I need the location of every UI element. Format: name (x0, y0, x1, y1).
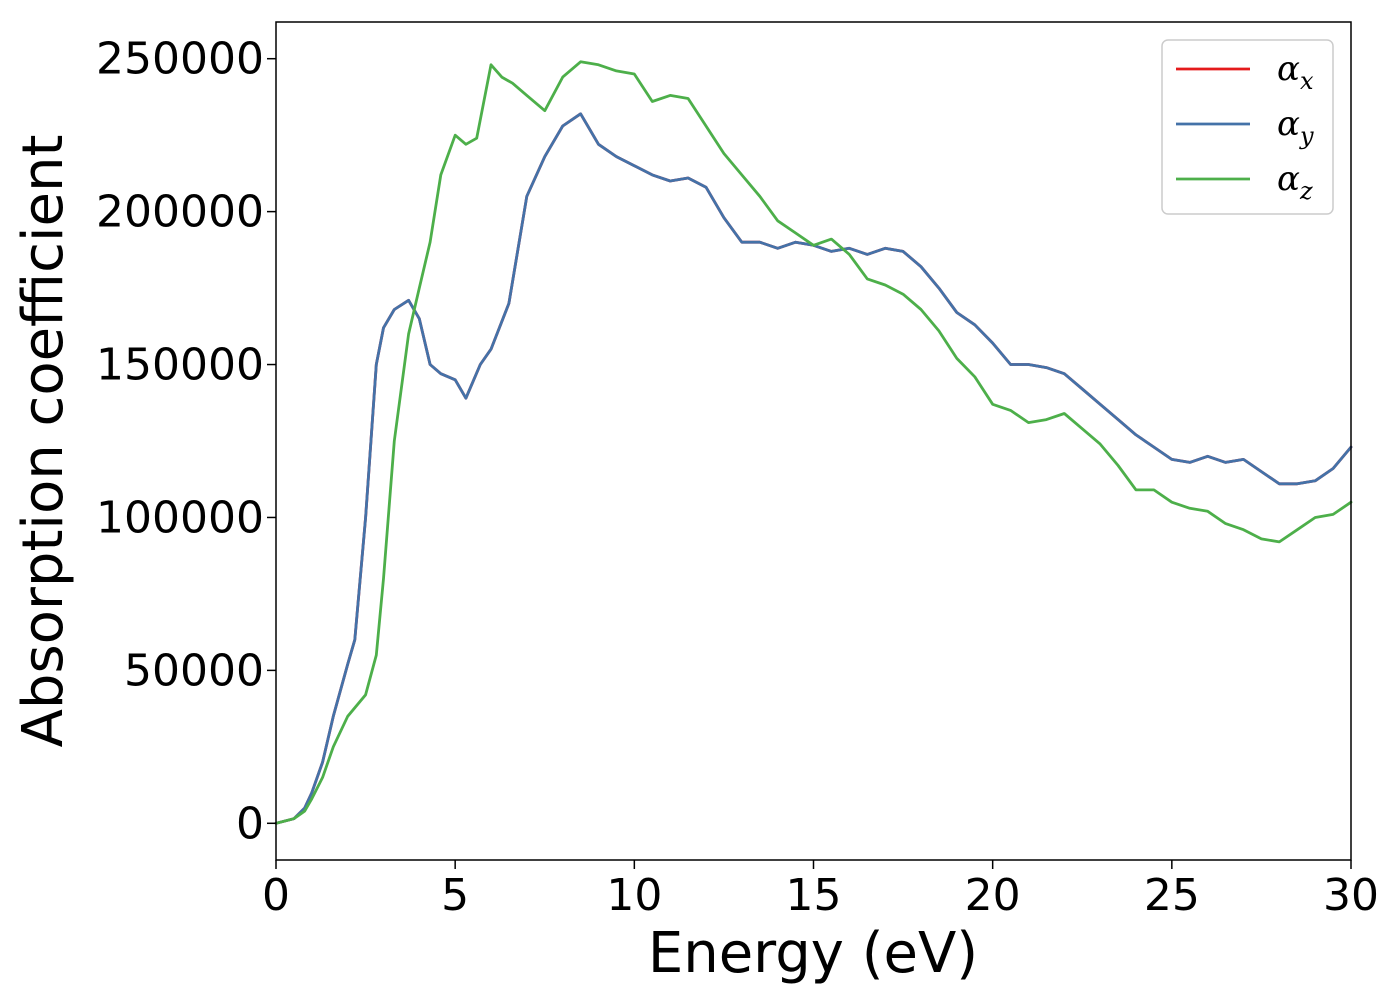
legend-label-y: αy (1277, 104, 1314, 150)
x-tick-label: 25 (1144, 870, 1200, 921)
legend: αx αy αz (1161, 39, 1334, 215)
legend-label-x: αx (1277, 49, 1314, 95)
x-tick-label: 5 (441, 870, 469, 921)
series-layer (274, 60, 1353, 825)
series-line-x (274, 112, 1353, 825)
legend-box (1161, 39, 1334, 215)
x-tick-label: 15 (786, 870, 842, 921)
y-tick-label: 50000 (124, 645, 264, 696)
series-line-y (274, 112, 1353, 825)
legend-label-z: αz (1277, 159, 1313, 205)
y-axis-label: Absorption coefficient (11, 135, 76, 748)
x-tick-label: 0 (262, 870, 290, 921)
x-tick-label: 20 (965, 870, 1021, 921)
series-line-z (274, 60, 1353, 825)
x-tick-label: 30 (1323, 870, 1379, 921)
y-tick-label: 150000 (96, 340, 264, 391)
y-axis: 0 50000 100000 150000 200000 250000 (96, 34, 276, 849)
x-tick-label: 10 (606, 870, 662, 921)
y-tick-label: 0 (236, 798, 264, 849)
y-tick-label: 200000 (96, 187, 264, 238)
x-axis-label: Energy (eV) (648, 921, 978, 986)
x-axis: 0 5 10 15 20 25 30 (262, 860, 1379, 921)
y-tick-label: 250000 (96, 34, 264, 85)
y-tick-label: 100000 (96, 492, 264, 543)
